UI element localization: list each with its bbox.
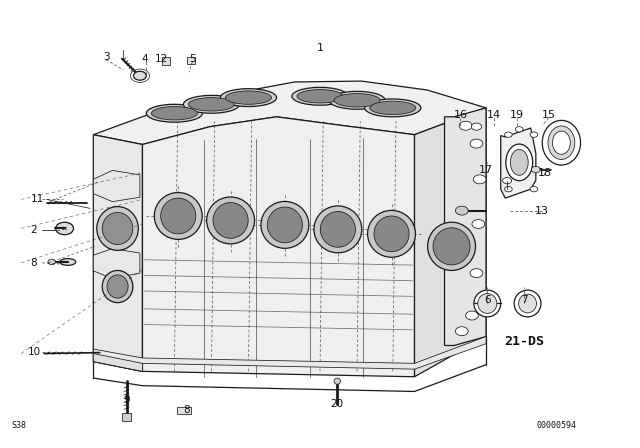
Ellipse shape (147, 104, 202, 122)
Text: S38: S38 (11, 422, 26, 431)
Text: 6: 6 (484, 295, 491, 305)
Ellipse shape (428, 222, 476, 271)
Circle shape (466, 311, 478, 320)
Polygon shape (500, 128, 536, 198)
Polygon shape (93, 81, 486, 145)
Ellipse shape (474, 290, 500, 317)
Ellipse shape (268, 207, 303, 243)
Ellipse shape (152, 107, 197, 120)
Ellipse shape (183, 95, 239, 113)
Polygon shape (93, 249, 140, 279)
Ellipse shape (514, 290, 541, 317)
Circle shape (460, 121, 472, 130)
Polygon shape (93, 170, 140, 202)
Text: 12: 12 (155, 54, 168, 64)
Circle shape (471, 123, 481, 130)
Ellipse shape (548, 126, 575, 159)
Polygon shape (143, 117, 415, 377)
Ellipse shape (506, 144, 532, 181)
Ellipse shape (297, 90, 343, 103)
Circle shape (504, 186, 512, 192)
Bar (177, 407, 191, 414)
Text: 1: 1 (317, 43, 323, 52)
Ellipse shape (48, 259, 56, 265)
Ellipse shape (292, 87, 348, 105)
Text: 00000594: 00000594 (536, 422, 576, 431)
Text: 15: 15 (541, 110, 556, 120)
Text: 18: 18 (538, 168, 552, 178)
Text: 17: 17 (479, 165, 493, 176)
Bar (187, 57, 195, 64)
Polygon shape (93, 351, 143, 371)
Bar (122, 414, 131, 421)
Text: 20: 20 (331, 399, 344, 409)
Circle shape (530, 132, 538, 138)
Text: 16: 16 (454, 110, 467, 120)
Ellipse shape (102, 212, 133, 245)
Text: 4: 4 (141, 54, 148, 64)
Ellipse shape (60, 258, 76, 265)
Circle shape (456, 206, 468, 215)
Ellipse shape (107, 275, 128, 298)
Polygon shape (93, 135, 143, 371)
Text: 3: 3 (103, 52, 109, 61)
Ellipse shape (207, 197, 255, 244)
Ellipse shape (188, 98, 234, 111)
Ellipse shape (102, 271, 133, 302)
Polygon shape (93, 336, 486, 369)
Bar (163, 56, 170, 65)
Circle shape (530, 186, 538, 192)
Circle shape (470, 139, 483, 148)
Text: 21-DS: 21-DS (504, 335, 545, 348)
Ellipse shape (518, 294, 536, 313)
Circle shape (134, 71, 147, 80)
Circle shape (502, 177, 511, 184)
Ellipse shape (334, 94, 380, 107)
Polygon shape (415, 108, 486, 377)
Ellipse shape (320, 211, 355, 247)
Ellipse shape (510, 150, 528, 175)
Text: 8: 8 (31, 258, 37, 268)
Text: 8: 8 (183, 405, 190, 415)
Text: 2: 2 (31, 225, 37, 235)
Circle shape (531, 166, 540, 172)
Ellipse shape (161, 198, 196, 234)
Ellipse shape (370, 101, 416, 115)
Text: 19: 19 (509, 110, 524, 120)
Text: 13: 13 (535, 207, 549, 216)
Ellipse shape (374, 216, 409, 252)
Ellipse shape (261, 202, 309, 248)
Ellipse shape (329, 91, 385, 109)
Circle shape (456, 327, 468, 336)
Ellipse shape (220, 89, 276, 107)
Circle shape (470, 269, 483, 278)
Ellipse shape (97, 207, 138, 250)
Circle shape (515, 127, 523, 132)
Ellipse shape (213, 202, 248, 238)
Ellipse shape (314, 206, 362, 253)
Ellipse shape (367, 211, 415, 257)
Circle shape (473, 175, 486, 184)
Ellipse shape (433, 228, 470, 265)
Text: 14: 14 (487, 110, 501, 120)
Circle shape (504, 132, 512, 138)
Circle shape (56, 222, 74, 235)
Polygon shape (445, 108, 486, 345)
Ellipse shape (365, 99, 421, 117)
Ellipse shape (477, 294, 497, 313)
Ellipse shape (552, 131, 570, 154)
Circle shape (472, 220, 484, 228)
Text: 9: 9 (123, 396, 130, 405)
Text: 7: 7 (521, 295, 527, 305)
Text: 5: 5 (189, 54, 196, 64)
Text: 11: 11 (31, 194, 44, 204)
Ellipse shape (334, 378, 340, 384)
Ellipse shape (154, 193, 202, 239)
Ellipse shape (542, 121, 580, 165)
Text: 10: 10 (28, 347, 41, 357)
Ellipse shape (225, 91, 271, 104)
